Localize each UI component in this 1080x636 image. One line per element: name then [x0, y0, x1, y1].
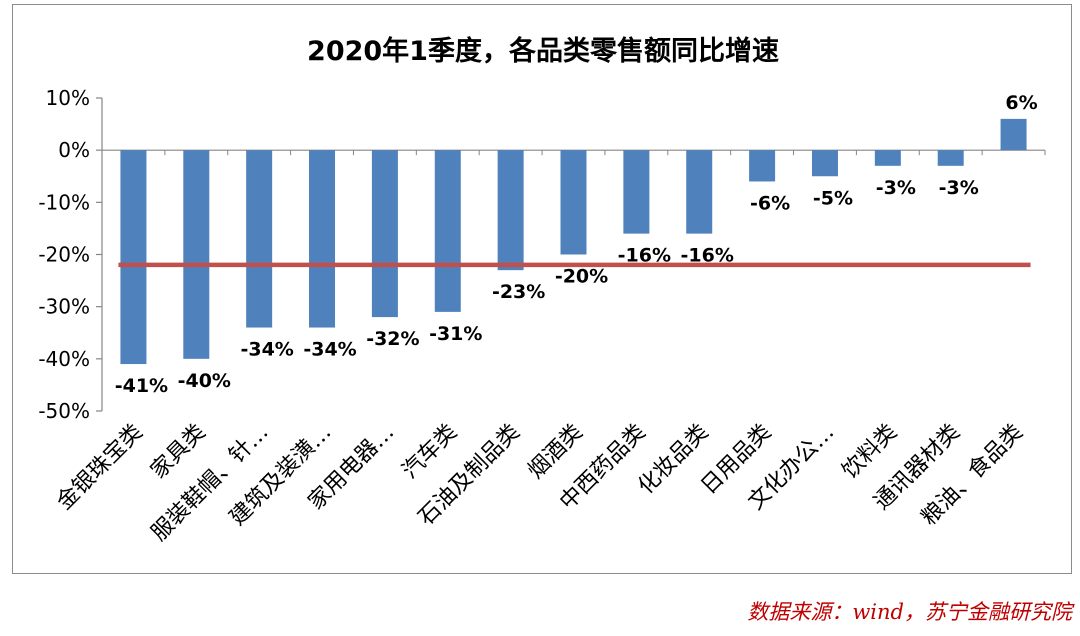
bar — [560, 150, 587, 255]
bar — [434, 150, 461, 312]
bar — [937, 150, 964, 166]
data-label: -34% — [240, 339, 293, 361]
bar — [246, 150, 273, 328]
plot-area: 10% 0% -10% -20% -30% -40% -50% -41% -40% -34% -34… — [38, 86, 1046, 546]
data-label: -16% — [681, 245, 734, 267]
data-label: -5% — [813, 187, 853, 209]
bar — [1000, 118, 1027, 151]
bar — [811, 150, 838, 177]
data-label: -23% — [492, 281, 545, 303]
bar — [686, 150, 713, 234]
data-label: -6% — [750, 192, 790, 214]
y-tick-label: -50% — [38, 399, 90, 423]
y-tick-label: -10% — [38, 190, 90, 214]
data-label: -3% — [876, 177, 916, 199]
category-label: 金银珠宝类 — [52, 420, 147, 515]
bar — [371, 150, 398, 318]
data-label: -40% — [178, 370, 231, 392]
chart-frame: 2020年1季度，各品类零售额同比增速 10% 0% -10% -20% -30% -40… — [12, 4, 1072, 574]
data-label: 6% — [1005, 92, 1037, 114]
data-label: -16% — [618, 245, 671, 267]
data-label: -3% — [939, 177, 979, 199]
chart-svg: 2020年1季度，各品类零售额同比增速 10% 0% -10% -20% -30% -40… — [38, 35, 1046, 546]
bar — [874, 150, 901, 166]
source-note: 数据来源：wind，苏宁金融研究院 — [747, 600, 1072, 624]
bar — [120, 150, 147, 365]
bar — [183, 150, 210, 359]
y-tick-label: -40% — [38, 347, 90, 371]
bar — [623, 150, 650, 234]
data-label: -31% — [429, 323, 482, 345]
chart-title: 2020年1季度，各品类零售额同比增速 — [307, 35, 779, 67]
data-label: -34% — [303, 339, 356, 361]
y-tick-label: 10% — [46, 86, 90, 110]
data-label: -20% — [555, 266, 608, 288]
bar — [749, 150, 776, 182]
y-tick-label: -30% — [38, 295, 90, 319]
data-label: -32% — [366, 328, 419, 350]
y-tick-label: 0% — [58, 138, 90, 162]
y-tick-label: -20% — [38, 243, 90, 267]
bar — [497, 150, 524, 271]
data-label: -41% — [115, 375, 168, 397]
bar — [309, 150, 336, 328]
